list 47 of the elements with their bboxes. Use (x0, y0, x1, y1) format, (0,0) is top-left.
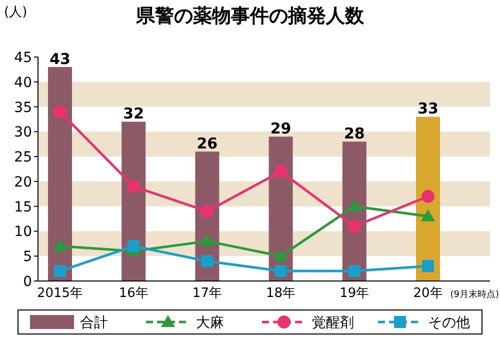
x-tick-label: 16年 (118, 286, 148, 301)
data-label: 32 (123, 104, 144, 123)
point (274, 249, 288, 262)
legend-label: その他 (428, 315, 470, 331)
legend-label: 大麻 (196, 315, 224, 331)
y-tick-label: 25 (14, 150, 32, 166)
point (53, 239, 67, 252)
x-tick-label: 20年 (413, 286, 443, 301)
data-label: 43 (50, 50, 70, 68)
y-tick-label: 15 (14, 199, 32, 216)
legend-label: 覚醒剤 (312, 315, 354, 331)
point (422, 260, 434, 272)
chart-title: 県警の薬物事件の摘発人数 (135, 5, 365, 27)
point (421, 209, 435, 222)
legend-label: 合計 (80, 315, 108, 331)
point (422, 190, 434, 203)
x-tick-label: 2015年 (36, 286, 84, 301)
point (348, 220, 361, 233)
y-tick-label: 10 (14, 224, 32, 240)
y-tick-label: 40 (14, 74, 32, 91)
y-tick-label: 35 (14, 100, 32, 116)
text: (9月末時点) (450, 289, 499, 300)
point (128, 240, 140, 252)
data-label: 33 (418, 100, 438, 118)
data-label: 28 (344, 124, 365, 143)
point (274, 164, 288, 178)
y-tick-label: 0 (23, 274, 32, 290)
point (347, 199, 362, 212)
x-tick-label: 18年 (266, 286, 296, 301)
y-tick-label: 30 (14, 124, 32, 141)
x-tick-label: 17年 (192, 286, 222, 301)
point (200, 234, 214, 246)
point (54, 105, 66, 118)
point (201, 255, 214, 268)
y-tick-label: 20 (14, 174, 32, 190)
point (127, 180, 140, 193)
bar (48, 66, 72, 281)
point (200, 204, 214, 218)
point (348, 265, 360, 278)
data-label: 29 (270, 120, 292, 138)
data-label: 26 (196, 134, 218, 153)
y-tick-label: 45 (14, 50, 32, 66)
x-tick-label: 19年 (340, 286, 370, 301)
point (274, 265, 287, 278)
y-axis-title: (人) (4, 5, 28, 20)
point (54, 265, 66, 278)
y-tick-label: 5 (23, 249, 32, 266)
